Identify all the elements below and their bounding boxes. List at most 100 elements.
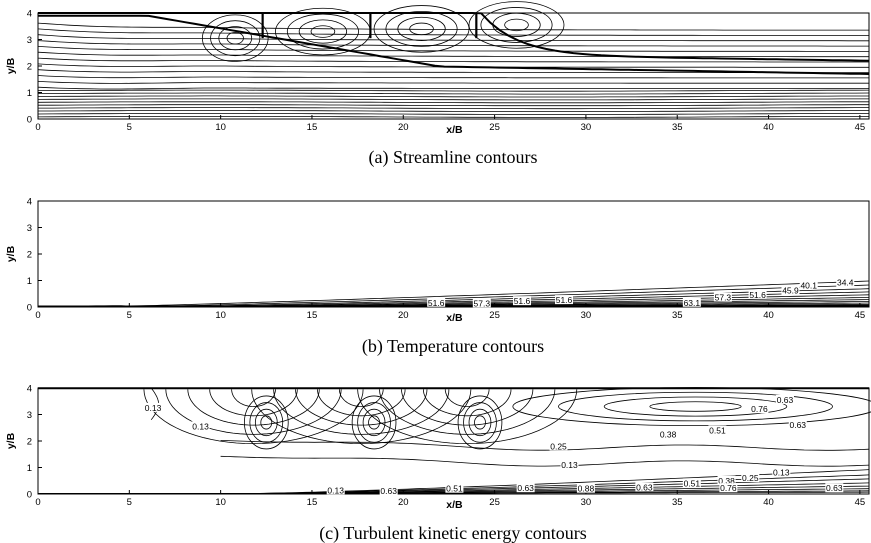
contour-label-bg — [427, 297, 446, 307]
vortex-ring — [310, 25, 336, 38]
contour-label: 51.6 — [749, 290, 766, 300]
x-tick-label: 0 — [35, 310, 40, 321]
contour-label-bg — [472, 298, 491, 308]
streamline — [37, 51, 869, 58]
x-tick-label: 5 — [127, 310, 132, 321]
tke-cell-contour — [317, 389, 406, 417]
y-axis-ticks: 0 1 2 3 4 — [27, 384, 42, 501]
contour-label-bg — [682, 297, 701, 307]
streamline — [37, 40, 869, 47]
tke-core — [463, 402, 497, 443]
tke-contour — [220, 440, 870, 451]
panel-caption: (a) Streamline contours — [369, 147, 538, 168]
contour-label-bg — [512, 296, 531, 306]
streamline — [37, 22, 869, 31]
contour-label-bg — [516, 483, 535, 493]
x-tick-label: 0 — [35, 497, 40, 508]
x-tick-label: 30 — [581, 310, 592, 321]
plot-frame — [37, 200, 870, 308]
x-axis-ticks: 0 5 10 15 20 25 30 35 40 45 — [35, 115, 865, 133]
x-tick-label: 45 — [855, 122, 866, 133]
streamline — [37, 46, 869, 52]
y-tick-label: 0 — [27, 490, 32, 501]
x-tick-label: 40 — [763, 310, 774, 321]
vortex-ring — [286, 13, 359, 50]
tke-core — [457, 395, 503, 450]
contour-label: 0.63 — [777, 395, 794, 405]
tke-core — [368, 415, 380, 430]
tke-cell-contour — [444, 389, 490, 408]
tke-core — [351, 395, 397, 450]
tke-cells — [243, 387, 871, 450]
tke-core — [357, 402, 391, 443]
tke-core — [254, 408, 278, 437]
contour-label-bg — [445, 483, 464, 493]
contour-label-bg — [682, 478, 701, 488]
vortex-ring — [480, 7, 553, 43]
contour-label: 0.51 — [684, 478, 701, 488]
contour-label: 0.63 — [517, 483, 534, 493]
isotherm — [38, 280, 870, 307]
streamline — [37, 113, 869, 115]
contour-label: 0.51 — [709, 425, 726, 435]
vortex-ring — [409, 22, 434, 36]
contour-label-bg — [191, 421, 210, 431]
x-tick-label: 10 — [215, 497, 226, 508]
vortex-ring — [468, 1, 565, 49]
contour-labels: 51.6 57.3 51.6 51.6 63.1 57.3 51.6 45.940.1 34.4 — [427, 277, 855, 308]
streamline — [38, 107, 869, 110]
contour-label-bg — [554, 295, 573, 305]
contour-label-bg — [708, 425, 727, 435]
x-tick-label: 30 — [581, 497, 592, 508]
tke-core — [474, 415, 486, 430]
streamline — [37, 95, 869, 98]
streamline — [37, 86, 869, 90]
x-tick-label: 10 — [215, 122, 226, 133]
temperature-contours — [38, 280, 870, 308]
x-tick-label: 20 — [398, 310, 409, 321]
streamline — [37, 81, 869, 84]
tke-cell-contour — [401, 389, 534, 426]
vortex-ring — [218, 26, 253, 51]
streamline — [37, 116, 869, 118]
contour-label: 0.88 — [578, 484, 595, 494]
y-tick-label: 2 — [27, 250, 32, 261]
x-tick-label: 40 — [763, 122, 774, 133]
temperature-panel: 0 5 10 15 20 25 30 35 40 45 0 1 2 3 4 x/B y/B (b) Tem… — [5, 197, 870, 357]
contour-label: 57.3 — [715, 292, 732, 302]
tke-lobe — [649, 401, 742, 412]
tke-core — [249, 402, 284, 443]
contour-label-bg — [788, 420, 807, 430]
tke-cell-contour — [379, 389, 556, 435]
contour-label: 51.6 — [514, 296, 531, 306]
contour-label-bg — [326, 485, 345, 495]
vortex-ring — [385, 11, 458, 47]
panel-caption: (b) Temperature contours — [362, 336, 544, 357]
y-axis-label: y/B — [5, 57, 17, 74]
y-tick-label: 1 — [27, 88, 32, 99]
x-tick-label: 5 — [127, 122, 132, 133]
vortex-ring — [210, 20, 261, 57]
contour-label: 45.9 — [782, 286, 799, 296]
contour-label-bg — [560, 459, 579, 469]
x-tick-label: 30 — [581, 122, 592, 133]
streamline — [37, 57, 869, 63]
contour-label: 0.63 — [636, 482, 653, 492]
streamline — [38, 110, 870, 112]
tke-core — [243, 395, 289, 450]
tke-lobe — [512, 387, 871, 427]
streamline — [37, 101, 869, 104]
contour-label-bg — [576, 483, 595, 493]
x-tick-label: 35 — [672, 497, 683, 508]
tke-core — [260, 415, 273, 430]
contour-labels: 0.13 0.13 0.76 0.63 0.63 0.51 0.38 0.25 0.13 0.13… — [144, 394, 844, 496]
contour-label-bg — [775, 394, 794, 404]
tke-cell-contour — [209, 389, 298, 417]
vortex-ring — [373, 5, 470, 53]
streamline — [37, 92, 870, 95]
x-axis-ticks: 0 5 10 15 20 25 30 35 40 45 — [35, 490, 865, 508]
tke-cell-contour — [231, 389, 276, 408]
contour-label: 0.13 — [773, 467, 790, 477]
contour-label-bg — [659, 429, 678, 439]
tke-lobe — [558, 391, 833, 422]
